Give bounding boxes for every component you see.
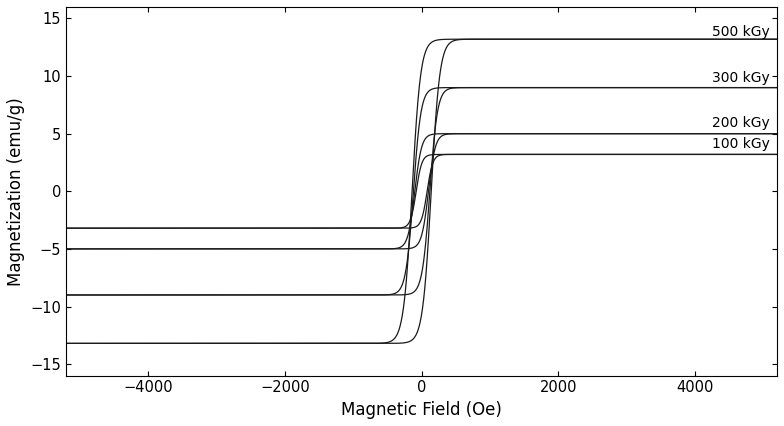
Text: 200 kGy: 200 kGy [713,116,770,130]
Text: 300 kGy: 300 kGy [713,71,770,85]
Y-axis label: Magnetization (emu/g): Magnetization (emu/g) [7,97,25,286]
X-axis label: Magnetic Field (Oe): Magnetic Field (Oe) [341,401,502,419]
Text: 500 kGy: 500 kGy [713,25,770,39]
Text: 100 kGy: 100 kGy [713,137,770,151]
